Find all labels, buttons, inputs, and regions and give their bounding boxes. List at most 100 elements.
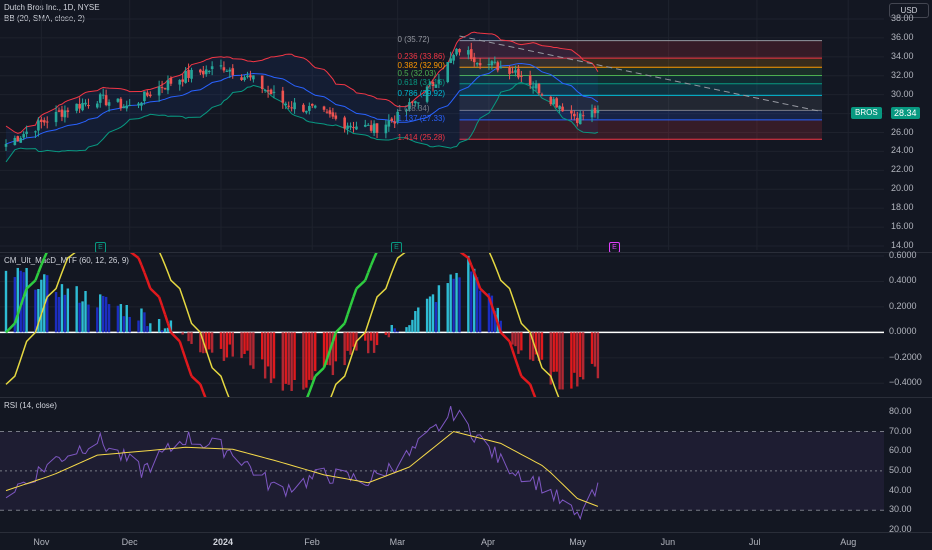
macd-line-segment <box>349 296 355 307</box>
macd-line-segment <box>352 288 358 298</box>
macd-bar <box>187 332 190 342</box>
macd-bar <box>272 332 276 379</box>
candle <box>446 62 450 83</box>
pane-separator[interactable] <box>0 252 932 253</box>
candle <box>561 106 564 112</box>
macd-line-segment <box>487 296 494 307</box>
macd-bar <box>549 332 552 385</box>
fib-level-label: 0.236 (33.86) <box>397 52 446 62</box>
pane-separator[interactable] <box>0 397 932 398</box>
candle <box>95 103 99 108</box>
time-tick-label: Dec <box>121 537 138 547</box>
macd-bar <box>387 332 391 338</box>
fib-level-label: 0.382 (32.90) <box>397 61 446 71</box>
macd-line-segment <box>181 349 187 360</box>
candle <box>472 57 476 63</box>
candle <box>75 103 78 111</box>
fib-band <box>459 58 822 68</box>
rsi-chart[interactable] <box>0 398 884 532</box>
macd-line-segment <box>163 314 170 324</box>
macd-bar <box>531 332 535 361</box>
macd-bar <box>293 332 296 381</box>
macd-chart[interactable] <box>0 253 884 397</box>
candle <box>81 102 84 111</box>
macd-bar <box>78 302 81 333</box>
rsi-tick-label: 50.00 <box>889 464 912 475</box>
macd-bar <box>369 332 373 341</box>
macd-line-segment <box>517 367 523 377</box>
candle <box>184 70 187 83</box>
macd-bar <box>449 274 452 333</box>
macd-bar <box>372 332 376 353</box>
candle <box>537 83 541 94</box>
macd-bar <box>169 320 173 333</box>
macd-line-segment <box>157 296 164 307</box>
candle <box>13 137 17 146</box>
candle <box>334 115 338 119</box>
macd-bar <box>22 272 25 333</box>
candle <box>54 111 58 123</box>
candle <box>366 124 370 126</box>
macd-bar <box>96 307 99 333</box>
macd-bar <box>243 332 246 355</box>
macd-line-segment <box>372 253 378 259</box>
currency-button[interactable]: USD <box>889 3 929 18</box>
macd-bar <box>166 327 170 333</box>
candle <box>45 121 49 123</box>
candle <box>308 106 311 111</box>
macd-bar <box>364 332 367 341</box>
macd-line-segment <box>178 340 184 351</box>
rsi-line <box>5 405 599 521</box>
macd-bar <box>99 294 102 333</box>
candle <box>590 109 594 118</box>
macd-line-segment <box>140 264 146 273</box>
macd-bar <box>137 320 140 333</box>
price-tick-label: 26.00 <box>891 126 914 137</box>
macd-line-segment <box>137 257 143 266</box>
macd-bar <box>390 324 393 333</box>
macd-bar <box>579 332 582 377</box>
rsi-title[interactable]: RSI (14, close) <box>4 401 57 410</box>
trend-line <box>459 35 823 113</box>
candle <box>34 131 37 133</box>
macd-bar <box>325 332 329 365</box>
candle <box>16 136 20 142</box>
candle <box>499 66 503 69</box>
macd-line-segment <box>40 257 46 266</box>
candle <box>511 71 514 73</box>
bollinger-bands <box>5 31 599 163</box>
macd-bar <box>517 332 520 354</box>
candle <box>496 62 500 71</box>
candle <box>570 110 573 114</box>
candle <box>42 120 46 123</box>
candle <box>199 69 202 73</box>
candle <box>190 69 193 79</box>
bb-lower-line <box>5 81 599 163</box>
macd-bar <box>87 304 90 333</box>
macd-bar <box>514 332 517 347</box>
price-tick-label: 24.00 <box>891 145 914 156</box>
macd-line-segment <box>311 375 317 385</box>
macd-line-segment <box>470 264 476 273</box>
candle <box>269 89 273 95</box>
macd-bar <box>305 332 308 388</box>
macd-line-segment <box>343 314 349 324</box>
candle <box>143 91 146 102</box>
candle <box>531 86 535 88</box>
macd-bar <box>331 332 335 376</box>
macd-bar <box>455 272 458 333</box>
candle <box>352 127 355 129</box>
price-chart[interactable] <box>0 0 884 250</box>
price-grid <box>0 0 884 250</box>
macd-bar <box>57 296 61 333</box>
candle <box>387 120 391 127</box>
rsi-tick-label: 80.00 <box>889 405 912 416</box>
macd-bar <box>269 332 273 384</box>
trend-line <box>459 35 823 113</box>
macd-bar <box>163 328 167 333</box>
macd-bar <box>334 332 338 362</box>
candle <box>119 98 123 109</box>
candle <box>475 63 479 65</box>
macd-signal-line <box>5 253 560 397</box>
macd-bar <box>252 332 255 369</box>
